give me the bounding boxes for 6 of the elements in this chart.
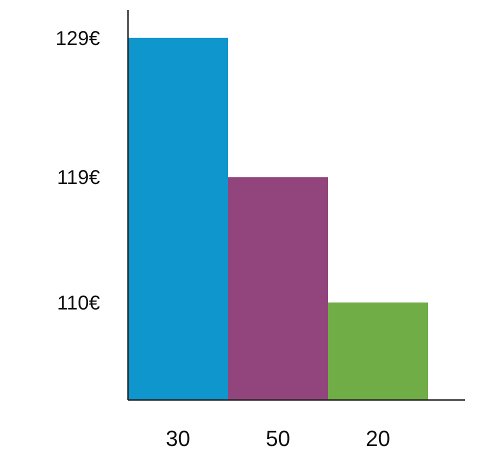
x-tick-label: 50	[266, 426, 290, 451]
y-tick-label: 119€	[56, 167, 100, 190]
x-tick-label: 30	[166, 426, 190, 451]
y-tick-label: 129€	[56, 28, 100, 50]
y-tick-label: 110€	[56, 292, 100, 314]
x-tick-label: 20	[366, 426, 390, 451]
